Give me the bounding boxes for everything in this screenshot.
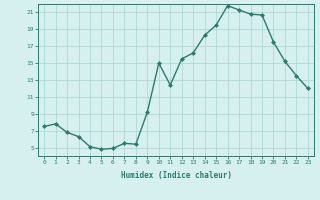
X-axis label: Humidex (Indice chaleur): Humidex (Indice chaleur) xyxy=(121,171,231,180)
